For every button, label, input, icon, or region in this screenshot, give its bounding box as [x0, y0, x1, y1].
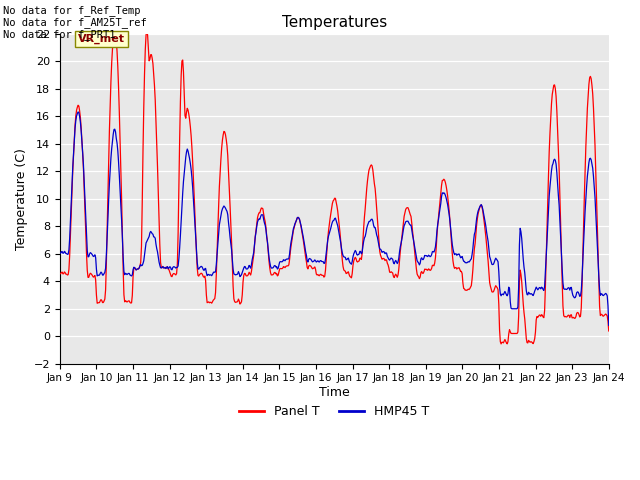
- Text: No data for f_Ref_Temp: No data for f_Ref_Temp: [3, 5, 141, 16]
- Legend: Panel T, HMP45 T: Panel T, HMP45 T: [234, 400, 434, 423]
- Text: VR_met: VR_met: [78, 34, 125, 44]
- Text: No data for f_PRT1: No data for f_PRT1: [3, 29, 116, 40]
- Text: No data for f_AM25T_ref: No data for f_AM25T_ref: [3, 17, 147, 28]
- Title: Temperatures: Temperatures: [282, 15, 387, 30]
- X-axis label: Time: Time: [319, 386, 349, 399]
- Y-axis label: Temperature (C): Temperature (C): [15, 148, 28, 250]
